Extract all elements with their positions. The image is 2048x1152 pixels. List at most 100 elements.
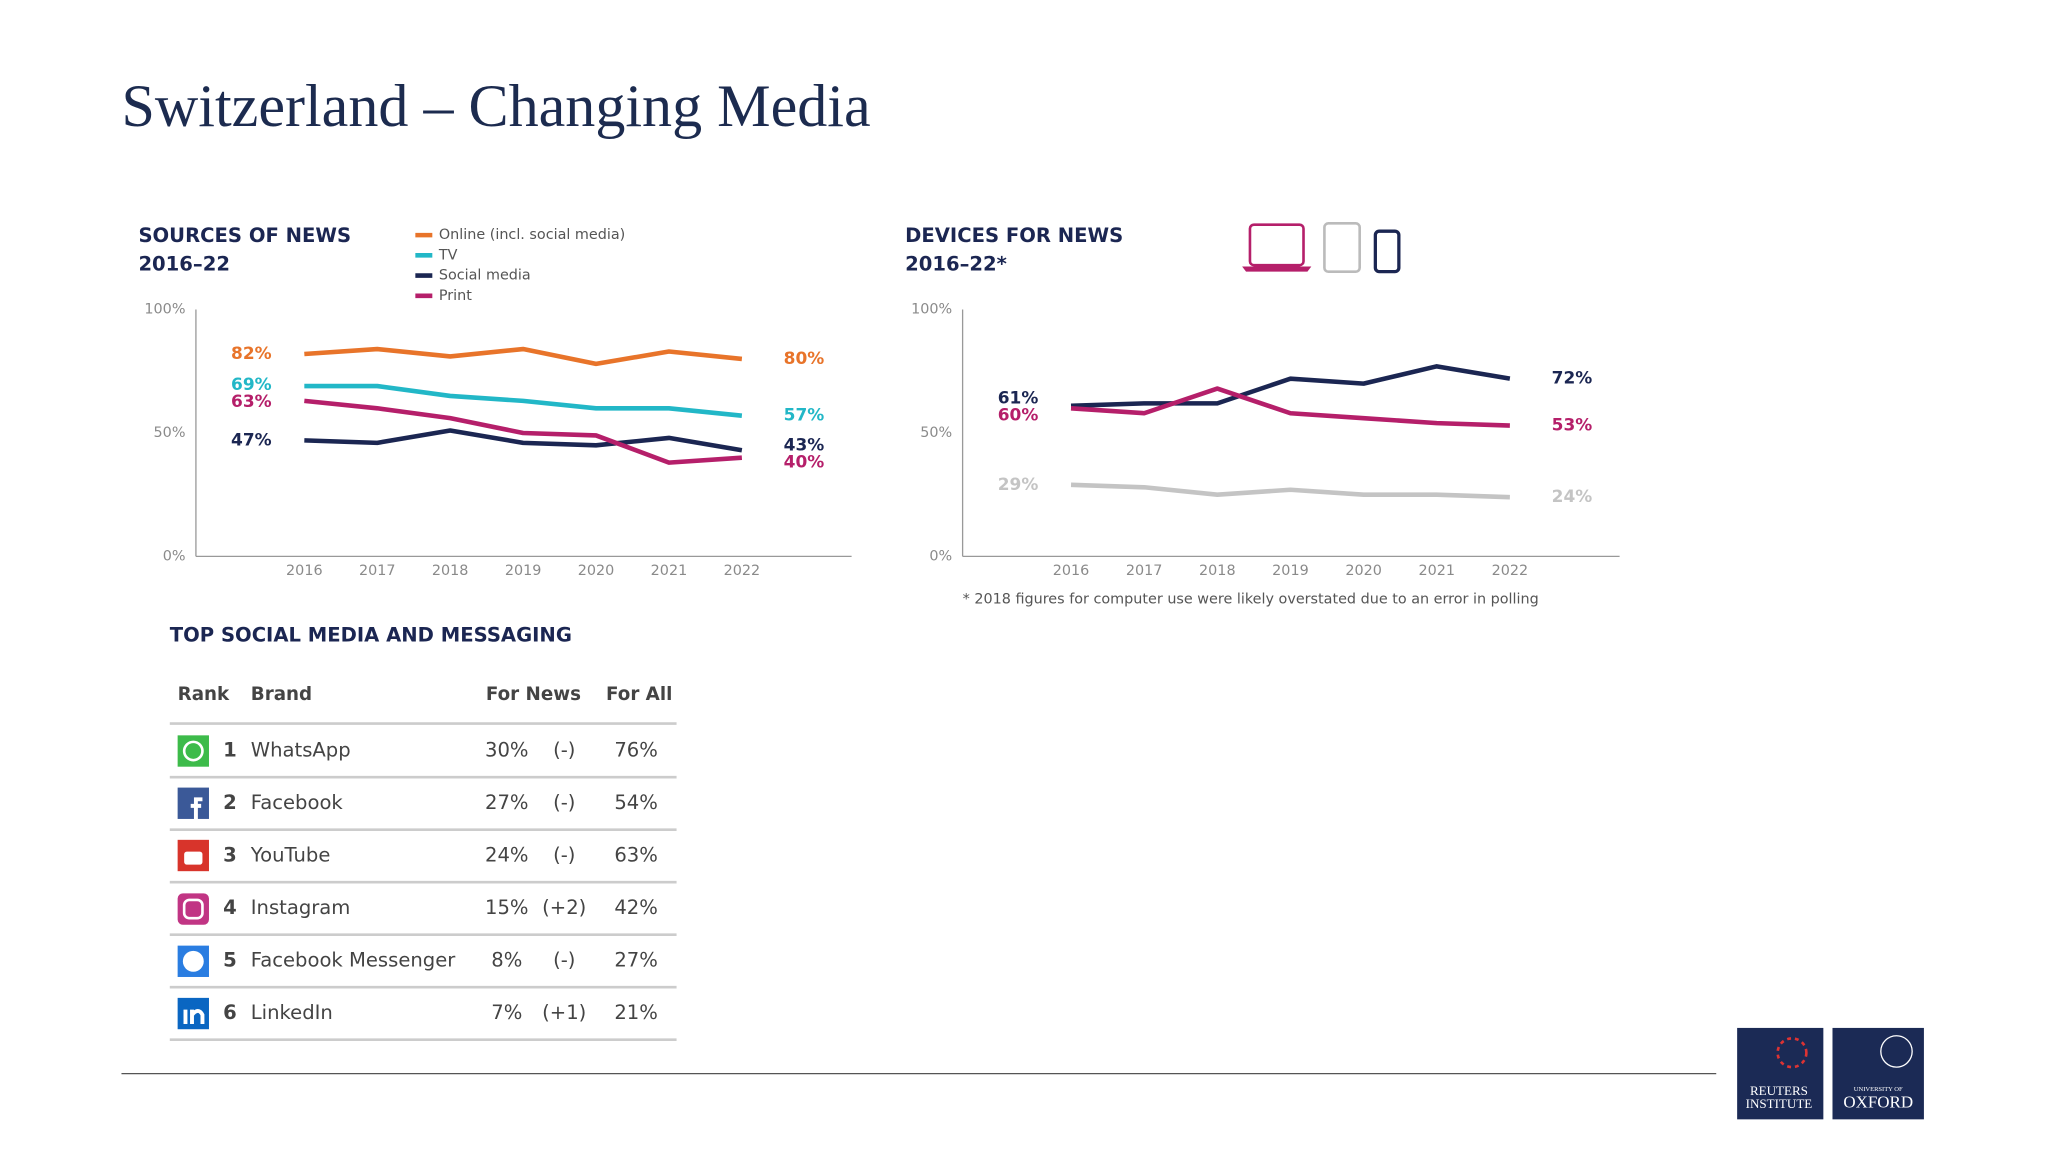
youtube-glyph [184,851,203,865]
table-cell: Instagram [251,896,351,919]
table-cell: 27% [614,949,658,972]
x-tick-label: 2017 [1126,563,1163,579]
x-tick-label: 2017 [359,563,396,579]
x-tick-label: 2020 [1345,563,1382,579]
table-cell: 8% [491,949,522,972]
table-cell: 1 [223,739,237,762]
value-label: 29% [998,475,1039,495]
slide-title: Switzerland – Changing Media [121,72,870,139]
table-cell: 3 [223,844,237,867]
series-line [304,346,743,367]
value-label: 53% [1552,416,1593,436]
legend-label: Social media [439,268,531,284]
y-tick-label: 0% [929,548,952,564]
x-tick-label: 2021 [1418,563,1455,579]
x-tick-label: 2018 [1199,563,1236,579]
x-tick-label: 2019 [505,563,542,579]
reuters-logo [1737,1027,1824,1120]
footnote: * 2018 figures for computer use were lik… [963,592,1539,608]
chart-title: DEVICES FOR NEWS [905,224,1123,247]
value-label: 82% [231,344,272,364]
table-cell: 54% [614,791,658,814]
table-cell: WhatsApp [251,739,351,762]
tablet-icon [1323,222,1361,273]
table-header: Brand [251,684,312,705]
x-tick-label: 2022 [724,563,761,579]
table-cell: 2 [223,791,237,814]
legend-label: Online (incl. social media) [439,227,625,243]
value-label: 43% [784,435,825,455]
instagram-glyph [182,898,204,920]
oxford-crest [1880,1035,1913,1068]
series-line [1070,482,1510,500]
value-label: 24% [1552,487,1593,507]
series-line [304,398,743,465]
table-cell: 27% [485,791,529,814]
value-label: 40% [784,452,825,472]
value-label: 60% [998,406,1039,426]
table-cell: (+1) [542,1001,586,1024]
table-cell: 21% [614,1001,658,1024]
table-header: For All [606,684,672,705]
x-tick-label: 2019 [1272,563,1309,579]
device-icons [1242,222,1401,274]
y-tick-label: 50% [920,425,952,441]
table-cell: 63% [614,844,658,867]
logo-text: REUTERS [1750,1083,1808,1098]
table-cell: YouTube [250,844,331,867]
x-tick-label: 2016 [1053,563,1090,579]
series-line [1070,386,1510,428]
table-header: Rank [178,684,230,705]
logo-text: UNIVERSITY OF [1854,1086,1903,1093]
phone-icon [1373,229,1401,274]
instagram-icon [177,893,209,925]
x-tick-label: 2020 [578,563,615,579]
logo-text: INSTITUTE [1746,1096,1813,1111]
x-tick-label: 2022 [1492,563,1529,579]
y-tick-label: 100% [911,302,952,318]
oxford-logo [1832,1027,1924,1120]
value-label: 72% [1552,369,1593,389]
table-cell: LinkedIn [251,1001,333,1024]
legend-label: Print [439,288,472,304]
table-cell: 7% [491,1001,522,1024]
chart-subtitle: 2016–22* [905,253,1007,276]
table-cell: Facebook Messenger [251,949,456,972]
table-cell: 76% [614,739,658,762]
reuters-emblem [1776,1037,1808,1069]
brand-icons [177,735,209,1030]
x-tick-label: 2016 [286,563,323,579]
table-cell: (-) [553,844,575,867]
chart-subtitle: 2016–22 [138,253,230,276]
table-cell: (-) [553,791,575,814]
table-cell: 42% [614,896,658,919]
laptop-icon [1248,223,1305,267]
table-cell: 4 [223,896,237,919]
series-line [304,383,743,418]
legend-label: TV [438,247,458,263]
table-title: TOP SOCIAL MEDIA AND MESSAGING [170,624,572,647]
table-cell: 15% [485,896,529,919]
series-line [1070,364,1511,409]
laptop-base [1242,266,1312,272]
value-label: 63% [231,392,272,412]
table-cell: 5 [223,949,237,972]
whatsapp-glyph [182,740,204,762]
x-tick-label: 2018 [432,563,469,579]
facebook-icon [177,787,209,819]
table-cell: (+2) [542,896,586,919]
linkedin-glyph [183,1009,205,1024]
value-label: 61% [998,389,1039,409]
table-cell: Facebook [251,791,344,814]
logo-text: OXFORD [1843,1093,1913,1112]
x-tick-label: 2021 [651,563,688,579]
table-cell: (-) [553,949,575,972]
facebook-glyph [190,797,203,819]
messenger-glyph [182,950,204,972]
y-tick-label: 100% [144,302,185,318]
value-label: 80% [784,349,825,369]
table-cell: 6 [223,1001,237,1024]
table-cell: 30% [485,739,529,762]
